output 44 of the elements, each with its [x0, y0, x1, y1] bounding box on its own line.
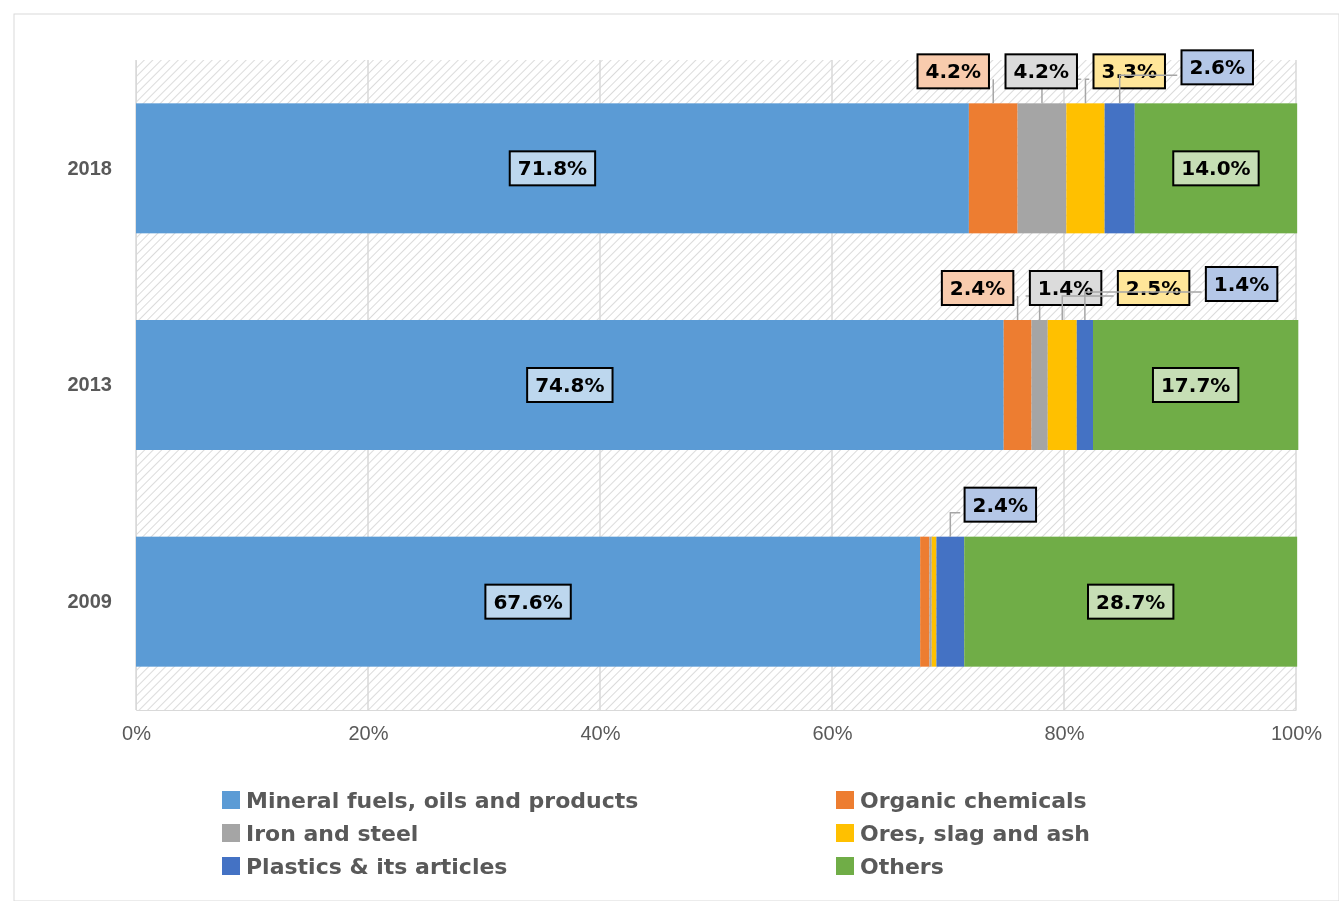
data-label: 4.2% — [1013, 59, 1069, 84]
bar — [1104, 103, 1135, 234]
bar — [1017, 103, 1067, 234]
data-label: 14.0% — [1181, 156, 1251, 181]
bar — [1031, 320, 1048, 450]
bar — [1066, 103, 1105, 234]
legend-label: Iron and steel — [246, 820, 419, 846]
bar — [1047, 320, 1077, 450]
x-tick-label: 20% — [348, 722, 389, 745]
x-tick-label: 60% — [812, 722, 853, 745]
data-label: 2.5% — [1125, 276, 1182, 300]
data-label: 71.8% — [517, 156, 588, 181]
legend-label: Plastics & its articles — [246, 853, 508, 879]
y-tick-label: 2009 — [67, 590, 112, 613]
data-label: 2.4% — [972, 492, 1029, 517]
x-tick-label: 0% — [122, 722, 152, 745]
data-label: 2.4% — [949, 276, 1006, 300]
data-label: 28.7% — [1096, 589, 1166, 614]
data-label: 17.7% — [1160, 373, 1231, 397]
x-tick-label: 40% — [580, 722, 621, 745]
y-tick-label: 2013 — [67, 373, 112, 396]
bar — [936, 536, 965, 667]
bar — [920, 536, 930, 667]
y-tick-label: 2018 — [67, 156, 112, 179]
bar — [136, 320, 1004, 450]
data-label: 4.2% — [925, 59, 981, 84]
x-tick-label: 100% — [1270, 722, 1323, 745]
legend-label: Mineral fuels, oils and products — [246, 787, 639, 813]
legend-label: Ores, slag and ash — [860, 820, 1090, 846]
x-tick-label: 80% — [1044, 722, 1085, 745]
bar — [968, 103, 1018, 234]
legend-label: Others — [860, 853, 944, 879]
bar — [929, 536, 932, 667]
data-label: 67.6% — [493, 589, 563, 614]
bar — [964, 536, 1298, 667]
data-label: 1.4% — [1213, 272, 1270, 296]
data-label: 2.6% — [1189, 55, 1245, 80]
bar — [1003, 320, 1032, 450]
bar — [136, 536, 921, 667]
bar — [136, 103, 969, 234]
data-label: 74.8% — [535, 373, 605, 397]
legend-label: Organic chemicals — [860, 787, 1087, 813]
bar — [1076, 320, 1093, 450]
data-label: 1.4% — [1037, 276, 1094, 300]
